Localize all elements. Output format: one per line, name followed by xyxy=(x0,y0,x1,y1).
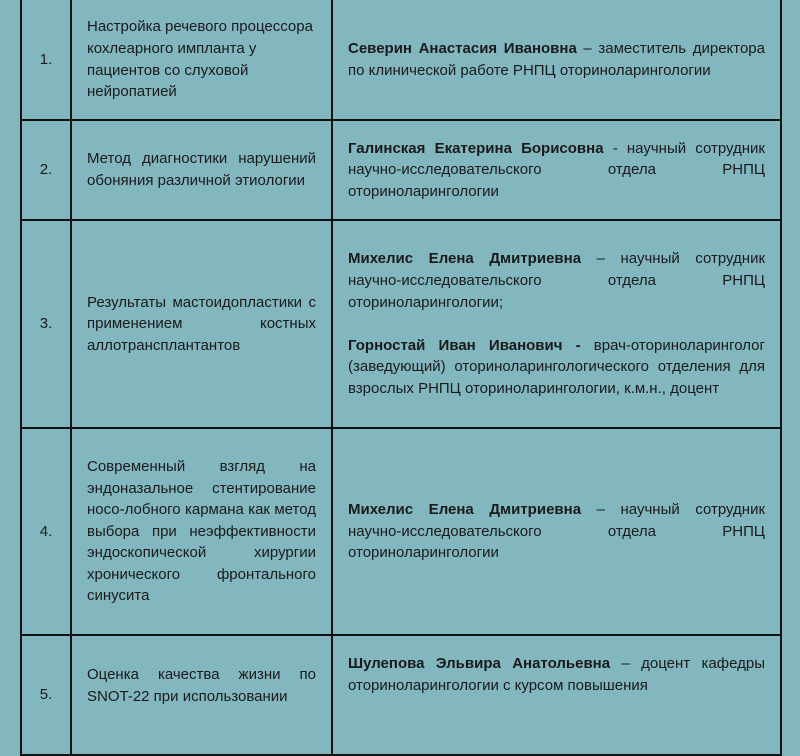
author-name: Шулепова Эльвира Анатольевна xyxy=(348,655,611,672)
row-number: 4. xyxy=(20,427,72,636)
table-row: 5. Оценка качества жизни по SNOT-22 при и… xyxy=(20,634,782,756)
topic-cell: Оценка качества жизни по SNOT-22 при исп… xyxy=(70,634,333,756)
topic-cell: Современный взгляд на эндоназальное стен… xyxy=(70,427,333,636)
author-description: - научный сотрудник научно-исследователь… xyxy=(348,139,765,200)
author-name: Галинская Екатерина Борисовна xyxy=(348,139,604,157)
topic-cell: Настройка речевого процессора кохлеарног… xyxy=(70,0,333,121)
author-name: Горностай Иван Иванович - xyxy=(348,336,581,354)
authors-cell: Галинская Екатерина Борисовна - научный … xyxy=(331,119,782,221)
author-name: Северин Анастасия Ивановна xyxy=(348,39,577,57)
author-entry: Северин Анастасия Ивановна – заместитель… xyxy=(348,38,765,81)
authors-cell: Северин Анастасия Ивановна – заместитель… xyxy=(331,0,782,121)
author-description: врач-оториноларинголог (заведующий) отор… xyxy=(348,336,765,397)
author-entry: Михелис Елена Дмитриевна – научный сотру… xyxy=(348,248,765,313)
row-number: 5. xyxy=(20,634,72,756)
author-name: Михелис Елена Дмитриевна xyxy=(348,250,582,268)
authors-cell: Михелис Елена Дмитриевна – научный сотру… xyxy=(331,427,782,636)
table-row: 3. Результаты мастоидопластики с применен… xyxy=(20,219,782,429)
author-entry: Галинская Екатерина Борисовна - научный … xyxy=(348,138,765,203)
table-row: 1. Настройка речевого процессора кохлеарн… xyxy=(20,0,782,121)
author-name: Михелис Елена Дмитриевна xyxy=(348,501,582,519)
authors-cell: Шулепова Эльвира Анатольевна – доцент ка… xyxy=(331,634,782,756)
table-row: 2. Метод диагностики нарушений обоняния р… xyxy=(20,119,782,221)
topics-table: 1. Настройка речевого процессора кохлеарн… xyxy=(20,0,782,756)
author-description: – научный сотрудник научно-исследователь… xyxy=(348,250,766,311)
author-description: – доцент кафедры оториноларингологии с к… xyxy=(348,655,765,694)
author-description: – заместитель директора по клинической р… xyxy=(348,39,765,79)
author-entry: Михелис Елена Дмитриевна – научный сотру… xyxy=(348,499,765,564)
author-entry: Горностай Иван Иванович - врач-оторинола… xyxy=(348,335,765,400)
row-number: 3. xyxy=(20,219,72,429)
authors-cell: Михелис Елена Дмитриевна – научный сотру… xyxy=(331,219,782,429)
row-number: 1. xyxy=(20,0,72,121)
author-description: – научный сотрудник научно-исследователь… xyxy=(348,501,766,562)
row-number: 2. xyxy=(20,119,72,221)
table-row: 4. Современный взгляд на эндоназальное ст… xyxy=(20,427,782,636)
author-entry: Шулепова Эльвира Анатольевна – доцент ка… xyxy=(348,653,765,696)
topic-cell: Результаты мастоидопластики с применение… xyxy=(70,219,333,429)
topic-cell: Метод диагностики нарушений обоняния раз… xyxy=(70,119,333,221)
